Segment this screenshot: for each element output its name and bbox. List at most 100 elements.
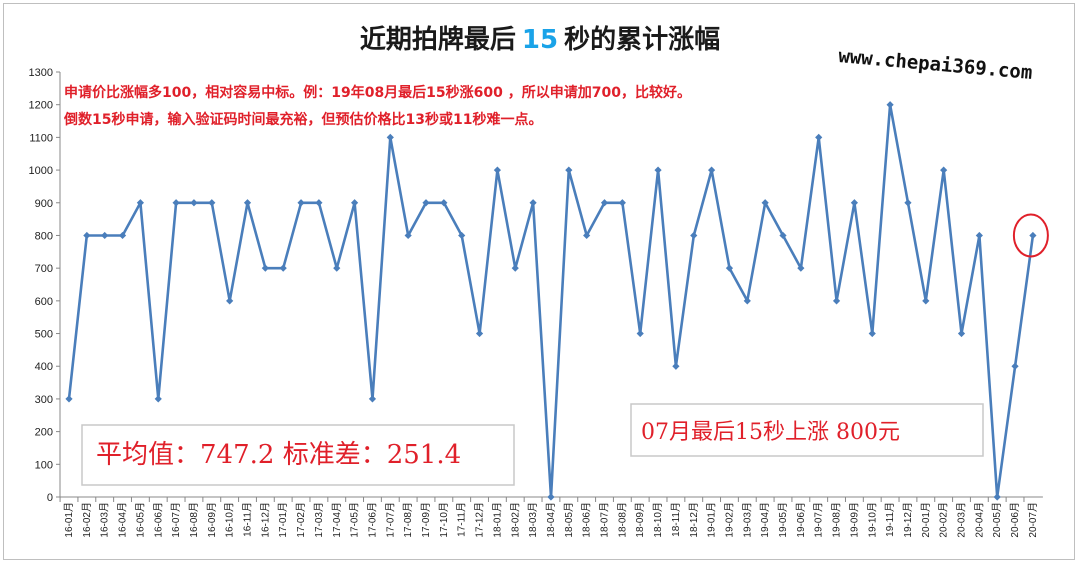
data-point <box>65 395 73 403</box>
x-tick-label: 17-06月 <box>366 502 378 538</box>
x-tick-label: 18-11月 <box>670 502 682 537</box>
x-tick-label: 17-04月 <box>331 502 343 538</box>
data-point <box>886 101 894 109</box>
y-tick-label: 500 <box>35 329 53 341</box>
y-tick-label: 700 <box>35 263 53 275</box>
x-tick-label: 16-09月 <box>206 502 218 538</box>
x-tick-label: 17-10月 <box>438 502 450 538</box>
data-point <box>529 199 537 207</box>
data-point <box>226 297 234 305</box>
data-point <box>475 329 484 338</box>
y-tick-label: 800 <box>35 230 53 242</box>
y-tick-label: 300 <box>35 394 53 406</box>
y-tick-label: 1200 <box>29 100 53 112</box>
data-point <box>868 329 876 338</box>
data-point <box>297 199 305 207</box>
data-point <box>333 264 341 272</box>
data-point <box>1011 362 1019 370</box>
data-point <box>600 199 609 207</box>
data-point <box>208 199 216 207</box>
data-point <box>940 166 948 174</box>
data-point <box>725 264 734 272</box>
x-tick-label: 17-12月 <box>474 502 486 538</box>
x-tick-label: 18-10月 <box>652 502 664 538</box>
y-tick-label: 1300 <box>29 67 53 79</box>
data-point <box>993 493 1001 501</box>
note-line-1: 申请价比涨幅多100，相对容易中标。例：19年08月最后15秒涨600 ，所以申… <box>64 84 691 101</box>
x-tick-label: 16-11月 <box>242 502 254 537</box>
chart-title: 近期拍牌最后 15 秒的累计涨幅 <box>360 24 720 55</box>
x-tick-label: 16-08月 <box>188 502 200 538</box>
x-tick-label: 16-02月 <box>81 502 93 538</box>
x-tick-label: 17-03月 <box>313 502 325 538</box>
data-point <box>618 199 626 207</box>
x-tick-label: 19-12月 <box>902 502 914 538</box>
y-tick-label: 0 <box>47 492 53 504</box>
note-line-2: 倒数15秒申请，输入验证码时间最充裕，但预估价格比13秒或11秒难一点。 <box>63 111 542 128</box>
data-point <box>440 199 448 207</box>
x-tick-label: 18-02月 <box>509 502 521 538</box>
x-tick-label: 16-04月 <box>117 502 129 538</box>
data-point <box>172 199 180 207</box>
data-point <box>404 231 412 240</box>
y-tick-label: 900 <box>35 198 53 210</box>
x-tick-label: 18-07月 <box>599 502 611 538</box>
x-tick-label: 20-03月 <box>956 502 968 538</box>
x-tick-label: 19-08月 <box>831 502 843 538</box>
chart-frame <box>3 3 1075 560</box>
x-tick-label: 20-07月 <box>1027 502 1039 538</box>
x-tick-label: 18-05月 <box>563 502 575 538</box>
data-point <box>743 297 751 305</box>
data-point <box>957 329 966 338</box>
x-tick-label: 19-06月 <box>795 502 807 538</box>
x-tick-label: 16-03月 <box>99 502 111 538</box>
x-tick-label: 20-06月 <box>1009 502 1021 538</box>
y-tick-label: 200 <box>35 427 53 439</box>
y-tick-label: 1100 <box>29 132 53 144</box>
latest-highlight-circle <box>1012 213 1049 258</box>
x-tick-label: 19-02月 <box>723 502 735 538</box>
stats-box <box>81 424 515 486</box>
x-tick-label: 18-03月 <box>527 502 539 538</box>
x-tick-label: 16-10月 <box>224 502 236 538</box>
x-tick-label: 18-01月 <box>491 502 503 538</box>
latest-box-text: 07月最后15秒上涨 800元 <box>641 420 900 445</box>
data-point <box>136 199 144 207</box>
x-tick-label: 20-05月 <box>991 502 1003 538</box>
x-tick-label: 20-04月 <box>973 502 985 538</box>
data-point <box>243 199 252 207</box>
y-axis-ticks: 0 100 200 300 400 500 600 700 800 900 1000 1100 1200… <box>29 67 60 504</box>
data-point <box>636 329 644 338</box>
data-point <box>690 231 698 240</box>
data-point <box>904 199 912 207</box>
title-number: 15 <box>522 25 558 55</box>
x-tick-label: 20-01月 <box>920 502 932 538</box>
x-tick-label: 19-05月 <box>777 502 789 538</box>
data-point <box>583 231 591 240</box>
title-suffix: 秒的累计涨幅 <box>564 24 720 55</box>
x-tick-label: 19-07月 <box>813 502 825 538</box>
data-point <box>101 231 109 240</box>
data-point <box>493 166 501 174</box>
x-tick-label: 17-09月 <box>420 502 432 538</box>
x-tick-label: 18-08月 <box>616 502 628 538</box>
x-tick-label: 17-11月 <box>456 502 468 537</box>
x-tick-label: 19-01月 <box>706 502 718 538</box>
y-tick-label: 600 <box>35 296 53 308</box>
data-point <box>83 231 91 240</box>
x-tick-label: 18-09月 <box>634 502 646 538</box>
data-point <box>1029 231 1037 240</box>
x-tick-label: 19-04月 <box>759 502 771 538</box>
data-point <box>779 231 787 240</box>
x-tick-label: 17-07月 <box>384 502 396 538</box>
x-tick-label: 18-04月 <box>545 502 557 538</box>
data-point <box>315 199 323 207</box>
title-prefix: 近期拍牌最后 <box>360 24 516 55</box>
data-point <box>850 199 858 207</box>
data-point <box>797 264 805 272</box>
x-tick-label: 17-01月 <box>277 502 289 538</box>
data-point <box>458 231 466 240</box>
x-tick-label: 17-05月 <box>349 502 361 538</box>
x-tick-label: 17-08月 <box>402 502 414 538</box>
